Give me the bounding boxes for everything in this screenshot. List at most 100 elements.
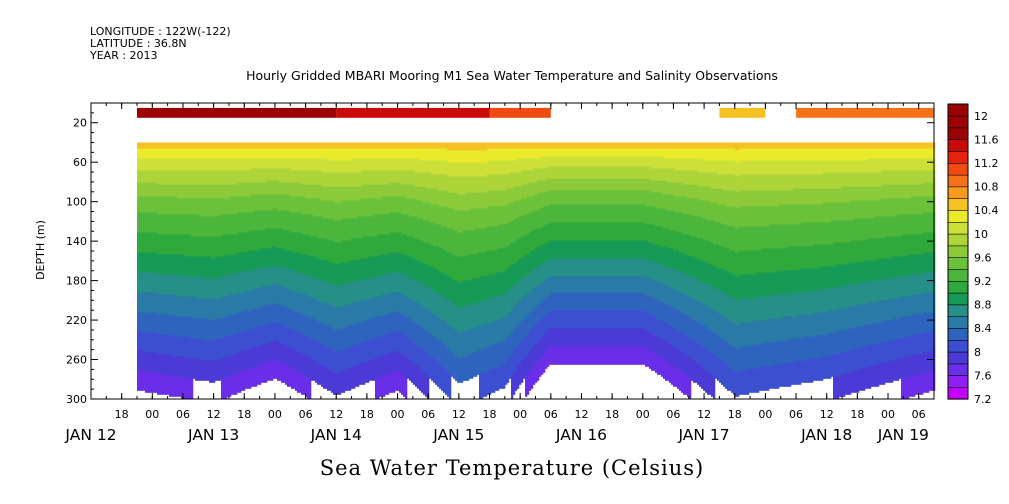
temperature-cell [743, 174, 746, 191]
temperature-cell [449, 326, 452, 351]
temperature-cell [591, 328, 594, 347]
temperature-cell [755, 142, 758, 149]
temperature-cell [143, 352, 146, 371]
temperature-cell [499, 160, 502, 175]
temperature-cell [309, 378, 312, 399]
temperature-cell [609, 276, 612, 293]
temperature-cell [217, 298, 220, 319]
temperature-cell [643, 310, 646, 329]
temperature-cell [309, 256, 312, 277]
temperature-cell [561, 178, 564, 191]
temperature-cell [583, 148, 586, 157]
temperature-cell [637, 258, 640, 277]
temperature-cell [319, 300, 322, 323]
temperature-cell [803, 336, 806, 361]
temperature-cell [601, 328, 604, 347]
temperature-cell [405, 378, 408, 399]
temperature-cell [707, 306, 710, 329]
temperature-cell [741, 370, 744, 395]
temperature-cell [383, 148, 386, 159]
temperature-cell [747, 206, 750, 227]
temperature-cell [827, 222, 830, 245]
temperature-cell [753, 206, 756, 227]
temperature-cell [209, 142, 212, 149]
temperature-cell [391, 196, 394, 213]
temperature-cell [397, 158, 400, 171]
temperature-cell [693, 216, 696, 237]
temperature-cell [691, 318, 694, 339]
temperature-cell [147, 272, 150, 293]
temperature-cell [667, 266, 670, 287]
temperature-cell [183, 184, 186, 199]
temperature-cell [139, 252, 142, 273]
temperature-cell [623, 310, 626, 329]
temperature-cell [717, 204, 720, 223]
temperature-cell [309, 142, 312, 149]
temperature-cell [353, 302, 356, 325]
temperature-cell [641, 178, 644, 191]
temperature-cell [695, 320, 698, 343]
temperature-cell [229, 158, 232, 171]
temperature-cell [713, 188, 716, 203]
temperature-cell [223, 142, 226, 149]
temperature-cell [687, 254, 690, 275]
temperature-cell [299, 372, 302, 393]
temperature-cell [451, 278, 454, 303]
temperature-cell [709, 308, 712, 331]
temperature-cell [631, 292, 634, 311]
temperature-cell [433, 148, 436, 161]
temperature-cell [491, 322, 494, 345]
temperature-cell [803, 174, 806, 189]
temperature-cell [605, 292, 608, 311]
temperature-cell [801, 268, 804, 293]
temperature-cell [641, 142, 644, 149]
temperature-cell [345, 284, 348, 305]
temperature-cell [501, 272, 504, 295]
temperature-cell [339, 202, 342, 221]
temperature-cell [497, 296, 500, 321]
temperature-cell [721, 360, 724, 385]
temperature-cell [325, 302, 328, 325]
temperature-cell [477, 150, 480, 163]
temperature-cell [317, 170, 320, 185]
temperature-cell [735, 324, 738, 349]
temperature-cell [395, 170, 398, 183]
temperature-cell [471, 254, 474, 279]
temperature-cell [155, 252, 158, 273]
temperature-cell [169, 314, 172, 335]
temperature-cell [597, 240, 600, 259]
temperature-cell [763, 320, 766, 343]
temperature-cell [321, 142, 324, 149]
temperature-cell [679, 212, 682, 233]
temperature-cell [337, 242, 340, 265]
temperature-cell [523, 236, 526, 257]
temperature-cell [191, 316, 194, 339]
temperature-cell [403, 234, 406, 255]
temperature-cell [717, 160, 720, 175]
temperature-cell [693, 170, 696, 185]
temperature-cell [713, 202, 716, 221]
temperature-cell [839, 172, 842, 189]
temperature-cell [281, 210, 284, 229]
temperature-cell [263, 230, 266, 249]
temperature-cell [419, 200, 422, 219]
temperature-cell [341, 240, 344, 263]
temperature-cell [695, 236, 698, 259]
temperature-cell [389, 158, 392, 171]
temperature-cell [393, 170, 396, 183]
temperature-cell [509, 334, 512, 357]
temperature-cell [289, 308, 292, 329]
temperature-cell [399, 332, 402, 353]
temperature-cell [251, 348, 254, 369]
temperature-cell [449, 208, 452, 229]
temperature-cell [683, 148, 686, 159]
temperature-cell [411, 170, 414, 185]
temperature-cell [599, 178, 602, 191]
temperature-cell [337, 328, 340, 351]
temperature-cell [663, 358, 666, 379]
temperature-cell [501, 318, 504, 343]
temperature-cell [199, 148, 202, 159]
temperature-cell [377, 184, 380, 199]
temperature-cell [251, 328, 254, 349]
temperature-cell [587, 156, 590, 167]
